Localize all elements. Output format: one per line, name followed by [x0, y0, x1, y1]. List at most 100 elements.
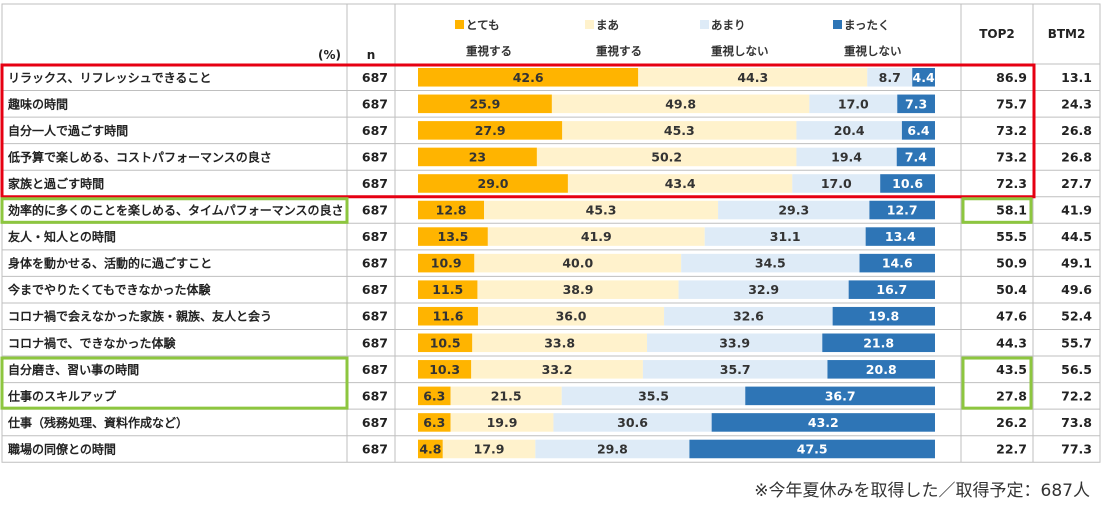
highlight-frame-green-label: [0, 197, 349, 224]
bar-value-label-1: 4.8: [419, 441, 441, 456]
bar-value-label-3: 34.5: [755, 256, 786, 271]
bar-value-label-2: 50.2: [651, 149, 682, 164]
legend-swatch-4: [833, 20, 842, 29]
legend-swatch-1: [455, 20, 464, 29]
row-n: 687: [362, 415, 388, 430]
bar-value-label-3: 29.8: [597, 441, 628, 456]
bar-value-label-1: 10.5: [430, 335, 461, 350]
row-top2: 75.7: [996, 96, 1027, 111]
bar-segment-4: [745, 386, 935, 406]
row-top2: 86.9: [996, 70, 1027, 85]
bar-segment-3: [642, 360, 828, 379]
unit-label: (%): [318, 48, 341, 62]
bar-value-label-1: 6.3: [423, 415, 445, 430]
bar-value-label-2: 45.3: [664, 123, 695, 138]
bar-segment-4: [848, 280, 935, 299]
bar-segment-2: [472, 333, 648, 353]
row-n: 687: [362, 362, 388, 377]
row-top2: 44.3: [996, 335, 1027, 350]
bar-value-label-2: 44.3: [737, 70, 768, 85]
row-label: コロナ禍で会えなかった家族・親族、友人と会う: [8, 309, 272, 324]
row-n: 687: [362, 96, 388, 111]
bar-value-label-1: 10.3: [429, 362, 460, 377]
bar-segment-3: [718, 200, 870, 220]
bar-segment-4: [859, 253, 935, 273]
bar-segment-1: [418, 200, 485, 220]
row-btm2: 26.8: [1061, 123, 1092, 138]
row-btm2: 55.7: [1061, 335, 1092, 350]
btm2-header: BTM2: [1048, 27, 1086, 41]
row-btm2: 27.7: [1061, 176, 1092, 191]
bar-value-label-1: 11.5: [432, 282, 463, 297]
legend-label-1-line1: とても: [466, 18, 500, 32]
row-btm2: 52.4: [1061, 309, 1092, 324]
bar-segment-3: [867, 68, 913, 87]
bar-segment-4: [865, 227, 935, 246]
bar-value-label-3: 32.9: [748, 282, 779, 297]
row-n: 687: [362, 203, 388, 218]
bar-value-label-3: 8.7: [879, 70, 901, 85]
bar-segment-4: [897, 94, 935, 114]
row-btm2: 49.1: [1061, 256, 1092, 271]
bar-segment-1: [418, 360, 472, 379]
row-n: 687: [362, 256, 388, 271]
bar-segment-3: [796, 121, 902, 140]
bar-segment-3: [681, 253, 860, 273]
bar-value-label-4: 4.4: [913, 70, 935, 85]
bar-segment-1: [418, 253, 475, 273]
bar-segment-4: [822, 333, 935, 353]
bar-segment-2: [567, 174, 793, 193]
row-label: 仕事（残務処理、資料作成など）: [7, 415, 188, 430]
bar-value-label-3: 35.5: [638, 388, 669, 403]
bar-segment-2: [551, 94, 810, 114]
bar-value-label-2: 19.9: [487, 415, 518, 430]
row-top2: 58.1: [996, 203, 1027, 218]
row-top2: 73.2: [996, 123, 1027, 138]
bar-value-label-4: 12.7: [887, 203, 918, 218]
row-btm2: 24.3: [1061, 96, 1092, 111]
footnote: ※今年夏休みを取得した／取得予定：687人: [754, 481, 1090, 501]
bar-value-label-2: 45.3: [586, 203, 617, 218]
bar-value-label-2: 43.4: [665, 176, 696, 191]
row-top2: 22.7: [996, 441, 1027, 456]
bar-value-label-4: 43.2: [808, 415, 839, 430]
bar-segment-2: [536, 147, 797, 167]
bar-value-label-3: 17.0: [838, 96, 869, 111]
bar-segment-1: [418, 68, 639, 87]
bar-segment-1: [418, 306, 478, 326]
bar-segment-3: [535, 439, 690, 459]
row-n: 687: [362, 282, 388, 297]
row-label: 家族と過ごす時間: [8, 176, 104, 191]
bar-segment-4: [912, 68, 935, 87]
row-btm2: 13.1: [1061, 70, 1092, 85]
row-top2: 27.8: [996, 388, 1027, 403]
bar-value-label-1: 12.8: [436, 203, 467, 218]
bar-value-label-4: 7.4: [905, 149, 927, 164]
row-label: 効率的に多くのことを楽しめる、タイムパフォーマンスの良さ: [8, 203, 344, 218]
row-top2: 47.6: [996, 309, 1027, 324]
row-label: 低予算で楽しめる、コストパフォーマンスの良さ: [7, 149, 272, 164]
bar-value-label-3: 20.4: [834, 123, 865, 138]
bar-value-label-1: 29.0: [478, 176, 509, 191]
row-n: 687: [362, 229, 388, 244]
bar-segment-2: [450, 386, 562, 406]
bar-value-label-2: 21.5: [491, 388, 522, 403]
bar-segment-1: [418, 280, 478, 299]
bar-segment-1: [418, 386, 451, 406]
bar-segment-4: [689, 439, 935, 459]
row-label: 趣味の時間: [7, 96, 68, 111]
row-btm2: 72.2: [1061, 388, 1092, 403]
bar-value-label-1: 27.9: [475, 123, 506, 138]
bar-value-label-4: 21.8: [863, 335, 894, 350]
row-top2: 50.9: [996, 256, 1027, 271]
bar-segment-3: [809, 94, 898, 114]
row-label: リラックス、リフレッシュできること: [8, 71, 211, 85]
bar-segment-4: [896, 147, 935, 167]
row-n: 687: [362, 335, 388, 350]
bar-segment-1: [418, 147, 537, 167]
row-label: 自分磨き、習い事の時間: [8, 362, 139, 377]
bar-value-label-3: 29.3: [778, 203, 809, 218]
bar-value-label-3: 33.9: [719, 335, 750, 350]
bar-value-label-2: 33.8: [544, 335, 575, 350]
row-n: 687: [362, 149, 388, 164]
